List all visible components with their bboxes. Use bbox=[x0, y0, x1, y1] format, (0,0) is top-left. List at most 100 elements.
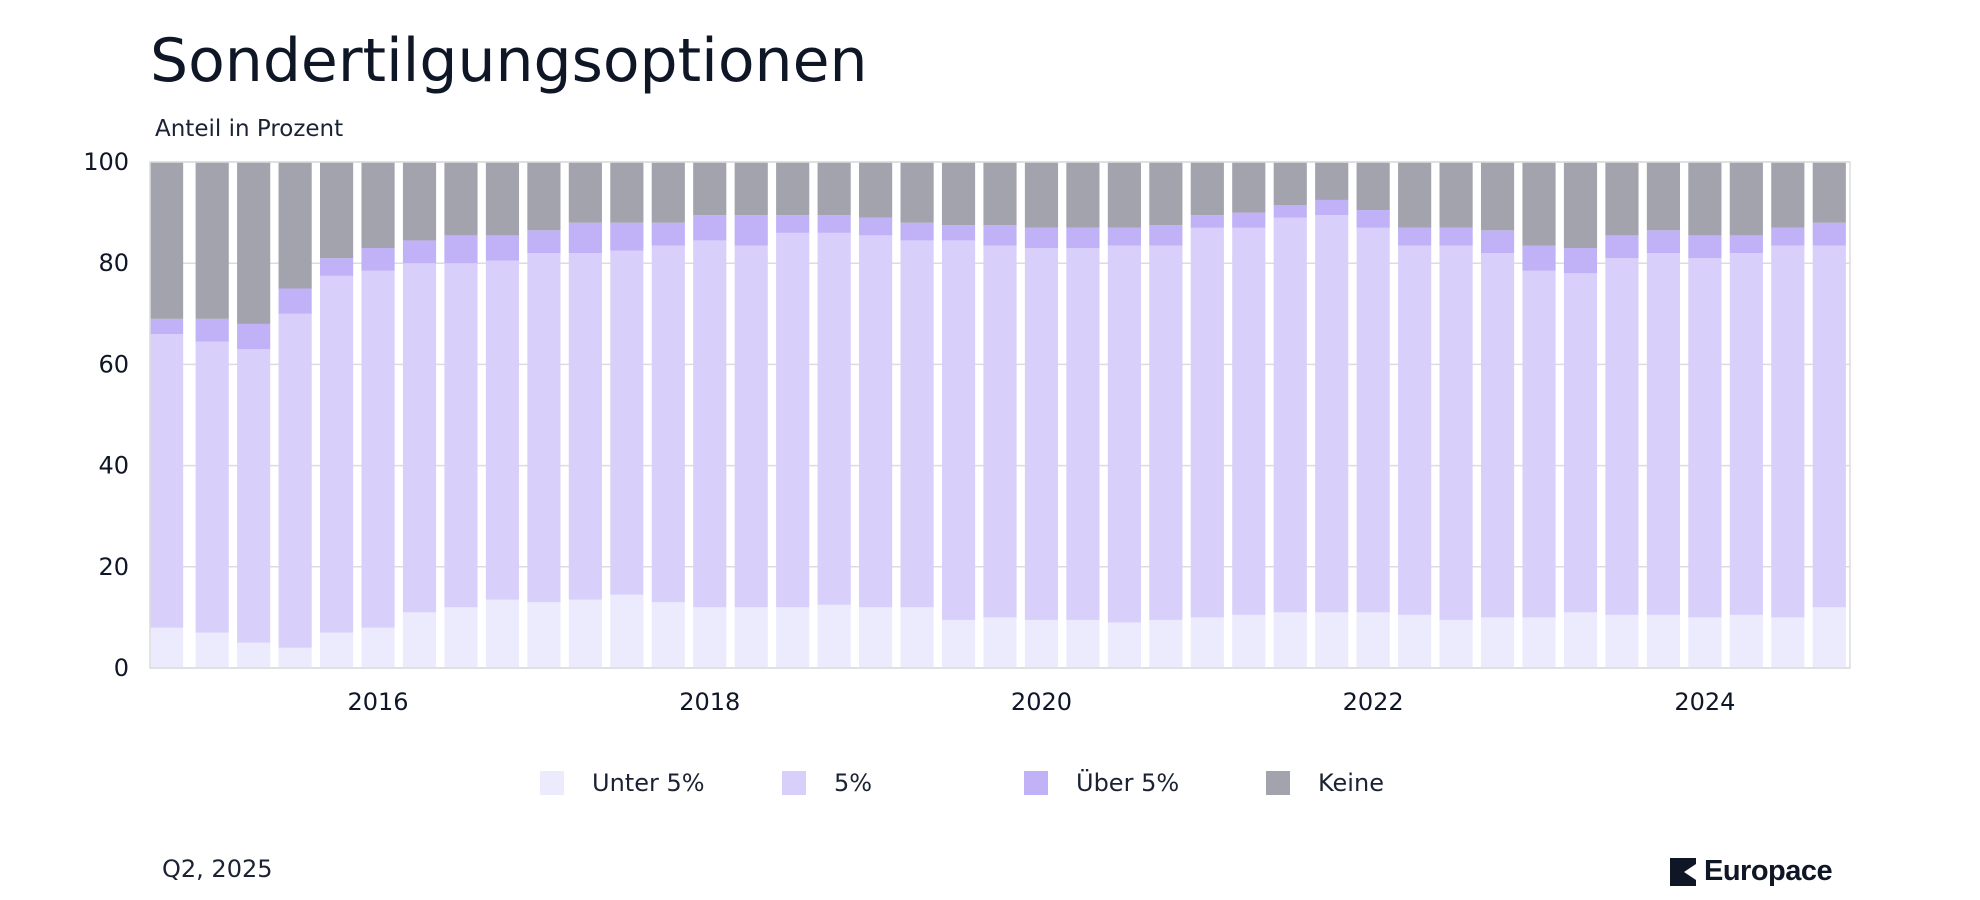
legend-item-keine[interactable]: Keine bbox=[1266, 768, 1384, 798]
bar-ueber-5-27 bbox=[1273, 205, 1307, 218]
bar-5-35 bbox=[1605, 258, 1639, 615]
bar-unter-5-26 bbox=[1232, 614, 1266, 668]
bar-keine-17 bbox=[859, 162, 893, 218]
y-tick-label-0: 0 bbox=[114, 654, 129, 682]
y-tick-label-20: 20 bbox=[98, 553, 129, 581]
bar-unter-5-38 bbox=[1729, 614, 1763, 668]
bar-5-37 bbox=[1688, 258, 1722, 618]
bar-ueber-5-30 bbox=[1398, 227, 1432, 246]
plot-frame bbox=[149, 161, 1851, 669]
legend-item-ueber-5[interactable]: Über 5% bbox=[1024, 768, 1179, 798]
bar-ueber-5-26 bbox=[1232, 212, 1266, 228]
bar-ueber-5-28 bbox=[1315, 199, 1349, 216]
bar-keine-38 bbox=[1729, 162, 1763, 236]
bar-keine-2 bbox=[237, 162, 271, 324]
bar-5-39 bbox=[1771, 245, 1805, 618]
bar-unter-5-25 bbox=[1190, 617, 1224, 668]
x-tick-label-2018: 2018 bbox=[679, 688, 740, 716]
bar-unter-5-23 bbox=[1107, 622, 1141, 668]
bar-ueber-5-20 bbox=[983, 225, 1017, 246]
bar-5-24 bbox=[1149, 245, 1183, 620]
bar-ueber-5-32 bbox=[1480, 230, 1515, 254]
bar-keine-15 bbox=[776, 162, 810, 216]
bar-keine-12 bbox=[651, 162, 685, 223]
bar-ueber-5-40 bbox=[1812, 222, 1846, 246]
bar-keine-7 bbox=[444, 162, 478, 236]
bar-unter-5-16 bbox=[817, 604, 851, 668]
bar-unter-5-18 bbox=[900, 607, 934, 668]
bar-5-1 bbox=[195, 341, 229, 633]
bar-ueber-5-35 bbox=[1605, 235, 1639, 259]
bar-ueber-5-15 bbox=[776, 215, 810, 233]
bar-unter-5-10 bbox=[568, 599, 602, 668]
legend-item-5[interactable]: 5% bbox=[782, 768, 872, 798]
bar-keine-21 bbox=[1024, 162, 1059, 228]
brand-name: Europace bbox=[1704, 855, 1833, 887]
europace-logo-icon bbox=[1670, 857, 1696, 886]
bar-keine-29 bbox=[1356, 162, 1390, 211]
bar-keine-14 bbox=[734, 162, 768, 216]
bar-5-10 bbox=[568, 253, 602, 600]
x-tick-label-2024: 2024 bbox=[1674, 688, 1735, 716]
bars bbox=[150, 162, 1846, 668]
bar-keine-28 bbox=[1315, 162, 1349, 200]
bar-keine-34 bbox=[1563, 162, 1598, 249]
bar-unter-5-3 bbox=[278, 647, 312, 668]
bar-5-36 bbox=[1646, 253, 1680, 615]
bar-ueber-5-24 bbox=[1149, 225, 1183, 246]
legend-label-keine: Keine bbox=[1318, 769, 1384, 797]
legend-label-unter-5: Unter 5% bbox=[592, 769, 705, 797]
bar-keine-31 bbox=[1439, 162, 1473, 228]
bar-ueber-5-9 bbox=[527, 230, 561, 254]
bar-5-6 bbox=[402, 263, 437, 613]
bar-unter-5-31 bbox=[1439, 619, 1473, 668]
bar-5-20 bbox=[983, 245, 1017, 618]
bar-unter-5-24 bbox=[1149, 619, 1183, 668]
bar-ueber-5-2 bbox=[237, 323, 271, 350]
bar-unter-5-33 bbox=[1522, 617, 1556, 668]
bar-ueber-5-37 bbox=[1688, 235, 1722, 259]
bar-ueber-5-3 bbox=[278, 288, 312, 314]
plot-border bbox=[149, 161, 1851, 669]
bar-ueber-5-6 bbox=[402, 240, 437, 264]
bar-ueber-5-12 bbox=[651, 222, 685, 246]
bar-keine-1 bbox=[195, 162, 229, 319]
bar-ueber-5-5 bbox=[361, 248, 395, 271]
bar-5-3 bbox=[278, 313, 312, 648]
y-tick-label-100: 100 bbox=[83, 148, 129, 176]
bar-keine-8 bbox=[485, 162, 520, 236]
bar-keine-40 bbox=[1812, 162, 1846, 223]
bar-ueber-5-29 bbox=[1356, 210, 1390, 228]
y-tick-label-40: 40 bbox=[98, 452, 129, 480]
bar-5-14 bbox=[734, 245, 768, 608]
bar-keine-18 bbox=[900, 162, 934, 223]
bar-unter-5-11 bbox=[610, 594, 644, 668]
y-tick-label-60: 60 bbox=[98, 350, 129, 378]
bar-5-26 bbox=[1232, 227, 1266, 615]
bar-keine-11 bbox=[610, 162, 644, 223]
bar-5-21 bbox=[1024, 248, 1059, 620]
bar-5-27 bbox=[1273, 217, 1307, 613]
bar-ueber-5-31 bbox=[1439, 227, 1473, 246]
bar-5-15 bbox=[776, 232, 810, 608]
bar-5-28 bbox=[1315, 215, 1349, 613]
bar-keine-20 bbox=[983, 162, 1017, 226]
bar-unter-5-4 bbox=[320, 632, 354, 668]
bar-keine-13 bbox=[693, 162, 727, 216]
bar-5-40 bbox=[1812, 245, 1846, 608]
bar-5-29 bbox=[1356, 227, 1390, 613]
bar-5-9 bbox=[527, 253, 561, 603]
bar-unter-5-5 bbox=[361, 627, 395, 668]
bar-unter-5-6 bbox=[402, 612, 437, 668]
bar-keine-22 bbox=[1066, 162, 1100, 228]
brand-logo: Europace bbox=[1670, 855, 1833, 888]
y-tick-label-80: 80 bbox=[98, 249, 129, 277]
bar-keine-6 bbox=[402, 162, 437, 241]
bar-5-5 bbox=[361, 270, 395, 628]
legend-item-unter-5[interactable]: Unter 5% bbox=[540, 768, 705, 798]
bar-keine-19 bbox=[941, 162, 976, 226]
bar-unter-5-40 bbox=[1812, 607, 1846, 668]
bar-5-12 bbox=[651, 245, 685, 603]
bar-5-31 bbox=[1439, 245, 1473, 620]
